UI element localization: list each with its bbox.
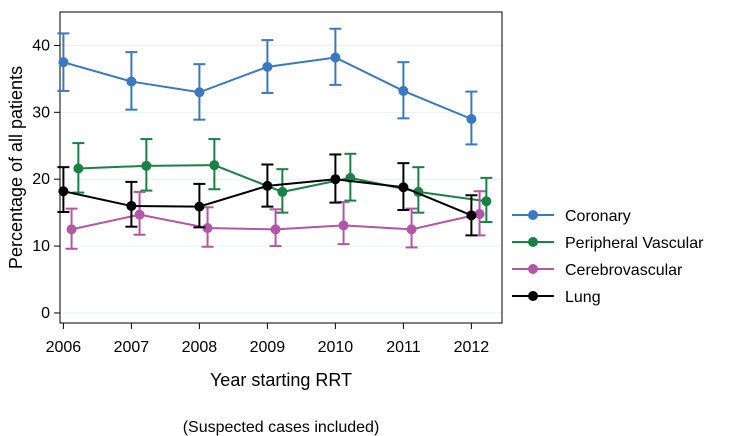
x-tick-label: 2007	[114, 339, 150, 356]
data-point	[202, 223, 213, 234]
data-point	[58, 57, 69, 68]
data-point	[194, 87, 205, 98]
y-tick-label: 20	[32, 171, 50, 188]
data-point	[406, 224, 417, 235]
legend-marker	[528, 291, 538, 301]
data-point	[277, 186, 288, 197]
data-point	[262, 61, 273, 72]
y-tick-label: 30	[32, 104, 50, 121]
legend-label: Coronary	[565, 208, 631, 225]
x-tick-label: 2006	[46, 339, 82, 356]
data-point	[481, 196, 492, 207]
legend-marker	[528, 237, 538, 247]
y-tick-label: 10	[32, 238, 50, 255]
y-tick-label: 40	[32, 37, 50, 54]
legend-marker	[528, 264, 538, 274]
data-point	[58, 186, 69, 197]
x-tick-label: 2008	[182, 339, 218, 356]
data-point	[270, 224, 281, 235]
legend: Coronary Peripheral Vascular Cerebrovascul…	[512, 208, 704, 306]
data-point	[209, 160, 220, 171]
data-point	[194, 201, 205, 212]
legend-label: Peripheral Vascular	[565, 235, 704, 252]
data-point	[330, 174, 341, 185]
data-point	[141, 160, 152, 171]
data-point	[66, 224, 77, 235]
data-point	[126, 200, 137, 211]
series-cerebrovascular	[65, 190, 486, 250]
footnote: (Suspected cases included)	[183, 419, 380, 436]
axes: 0 10 20 30 40 2006 2007 2008 2009 2010 2011 2012	[32, 37, 489, 356]
legend-item: Peripheral Vascular	[512, 235, 704, 252]
legend-marker	[528, 210, 538, 220]
x-tick-label: 2011	[386, 339, 421, 356]
legend-label: Cerebrovascular	[565, 262, 683, 279]
legend-item: Coronary	[512, 208, 631, 225]
x-tick-label: 2010	[318, 339, 354, 356]
x-axis-title: Year starting RRT	[210, 370, 352, 390]
series-peripheral-vascular	[72, 138, 493, 224]
legend-item: Lung	[512, 289, 601, 306]
y-axis-title: Percentage of all patients	[6, 66, 26, 269]
legend-label: Lung	[565, 289, 601, 306]
data-point	[338, 220, 349, 231]
series-lung	[57, 153, 478, 237]
data-point	[262, 180, 273, 191]
data-point	[398, 182, 409, 193]
data-point	[134, 209, 145, 220]
data-point	[466, 210, 477, 221]
data-point	[73, 163, 84, 174]
series-coronary	[57, 27, 478, 146]
x-tick-label: 2009	[250, 339, 286, 356]
legend-item: Cerebrovascular	[512, 262, 683, 279]
y-tick-label: 0	[41, 305, 50, 322]
data-point	[466, 114, 477, 125]
data-point	[330, 52, 341, 63]
data-point	[398, 85, 409, 96]
data-point	[126, 76, 137, 87]
data-point	[474, 208, 485, 219]
x-tick-label: 2012	[454, 339, 490, 356]
series-layer	[57, 27, 493, 250]
